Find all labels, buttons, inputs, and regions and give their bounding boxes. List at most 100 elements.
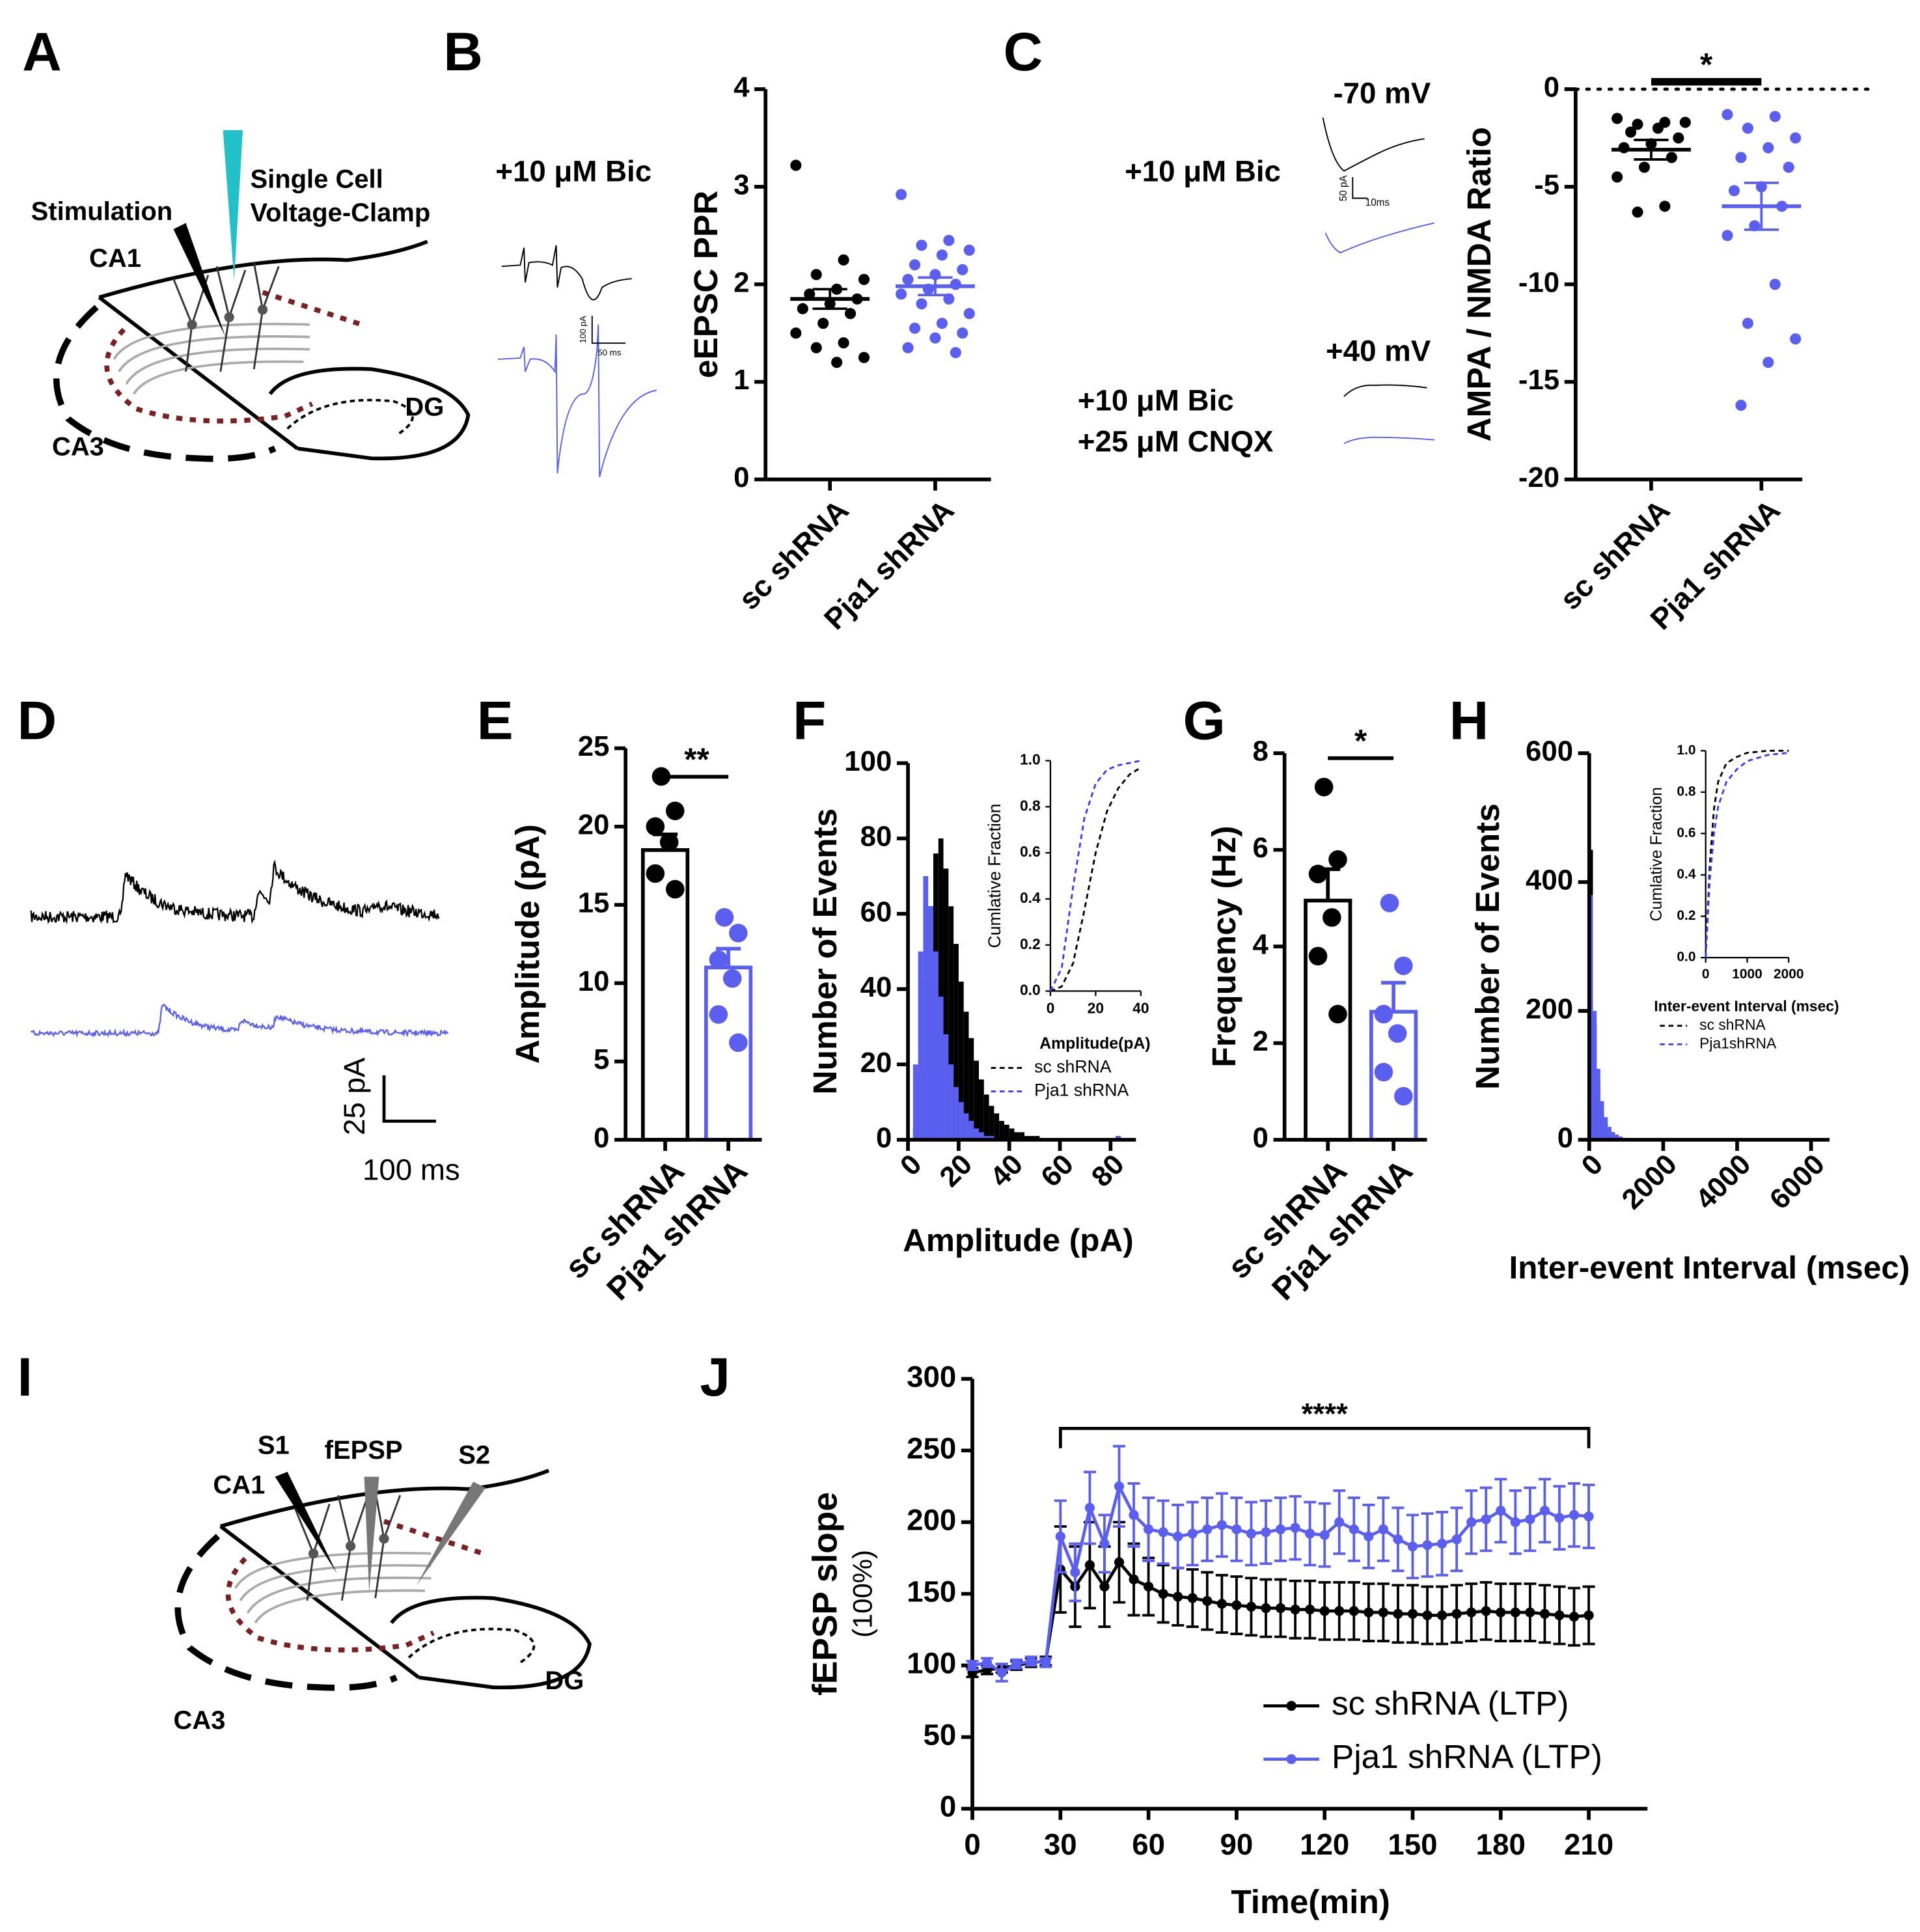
data-point (1790, 333, 1802, 345)
y-tick-label: 200 (907, 1503, 956, 1536)
data-point (963, 244, 975, 256)
histogram-bar (1116, 1136, 1121, 1140)
data-point (1084, 1502, 1095, 1513)
data-point (729, 924, 748, 943)
histogram-bar (1009, 1128, 1015, 1140)
histogram-bar (1019, 1132, 1025, 1140)
histogram-bar (979, 1079, 984, 1140)
data-point (1451, 1534, 1462, 1545)
y-tick-label: 200 (1526, 993, 1573, 1025)
data-point (1374, 1062, 1393, 1082)
data-point (1202, 1595, 1213, 1607)
error-bar (812, 288, 847, 310)
y-tick-label: 5 (594, 1043, 609, 1075)
histogram-bar (989, 1105, 994, 1140)
data-point (902, 342, 914, 353)
neuron-dendrites (172, 262, 280, 372)
data-point (1129, 1574, 1139, 1585)
data-point (1041, 1657, 1051, 1668)
scale-label: 50 ms (597, 348, 622, 357)
legend-marker (1286, 1701, 1296, 1711)
data-point (1364, 1531, 1374, 1541)
data-point (804, 288, 816, 300)
data-point (909, 322, 921, 334)
dentate-gyrus (268, 366, 471, 461)
recording-electrode (223, 130, 243, 281)
x-axis-label: Time(min) (1231, 1883, 1390, 1920)
data-point (1173, 1531, 1183, 1541)
x-tick-label: 150 (1388, 1828, 1437, 1861)
y-tick-label: 300 (907, 1360, 956, 1393)
data-point (646, 817, 665, 836)
y-tick-label: 0 (940, 1790, 956, 1823)
trace (501, 245, 632, 301)
histogram-bar (1029, 1136, 1035, 1140)
x-tick-label: 40 (1132, 1000, 1149, 1017)
data-point (1144, 1581, 1154, 1592)
x-tick-label: 60 (1132, 1828, 1165, 1861)
condition-label: +10 μM Bic (495, 155, 651, 188)
data-point (1496, 1607, 1506, 1618)
y-axis-label: AMPA / NMDA Ratio (1460, 127, 1498, 441)
data-point (709, 1005, 728, 1024)
bar (704, 965, 753, 1142)
label: S1 (258, 1431, 290, 1459)
significance-label: ** (684, 742, 709, 778)
data-point (1231, 1600, 1242, 1610)
panel-label: G (1183, 689, 1226, 751)
data-point (1158, 1527, 1168, 1538)
diagram-a-labels: Stimulation Single Cell Voltage-Clamp CA… (31, 165, 445, 461)
histogram-bar (912, 1064, 918, 1140)
y-axis-label: Cumlative Fraction (1648, 787, 1666, 921)
data-point (929, 332, 941, 344)
data-point (1569, 1510, 1580, 1520)
histogram-bar (943, 868, 949, 1140)
y-tick-label: 1 (734, 364, 749, 396)
data-point (1510, 1607, 1520, 1618)
data-point (1422, 1539, 1433, 1551)
data-point (1314, 777, 1334, 797)
y-tick-label: 1.0 (1677, 743, 1695, 758)
data-point (1652, 122, 1664, 134)
data-point (1632, 206, 1643, 218)
histogram-bar (963, 1012, 969, 1140)
data-point (1721, 109, 1733, 120)
scale-bar (382, 1075, 436, 1123)
trace (30, 859, 440, 924)
data-point (1481, 1514, 1491, 1525)
neuron (257, 305, 268, 315)
data-point (1202, 1524, 1213, 1534)
data-point (1349, 1524, 1359, 1534)
data-point (1246, 1528, 1257, 1539)
data-point (1114, 1557, 1125, 1567)
data-point (1275, 1524, 1286, 1534)
data-point (729, 1033, 748, 1053)
histogram-bar (968, 1038, 974, 1140)
histogram-bar (989, 1136, 994, 1140)
legend-label: Pja1 shRNA (1034, 1081, 1129, 1100)
data-point (1319, 1530, 1330, 1540)
y-tick-label: 6 (1253, 832, 1269, 864)
legend-label: sc shRNA (LTP) (1332, 1684, 1569, 1722)
panel-label: J (700, 1346, 730, 1407)
data-point (858, 273, 870, 285)
histogram-bar (948, 906, 954, 1140)
histogram-bar (1004, 1124, 1009, 1140)
data-point (1735, 400, 1747, 411)
y-tick-label: 0.4 (1677, 867, 1695, 882)
data-point (1510, 1517, 1520, 1527)
trace (498, 324, 657, 477)
data-point (916, 298, 927, 310)
data-point (1388, 1024, 1407, 1043)
label: S2 (458, 1441, 490, 1470)
y-tick-label: 0 (1557, 1122, 1573, 1153)
hippocampus-diagram (53, 240, 471, 462)
label: fEPSP (325, 1436, 403, 1465)
data-point (1611, 113, 1623, 124)
outline (98, 240, 428, 299)
y-tick-label: 8 (1253, 736, 1269, 767)
label: Stimulation (31, 197, 173, 226)
data-point (1173, 1592, 1183, 1602)
label: -70 mV (1333, 77, 1431, 110)
